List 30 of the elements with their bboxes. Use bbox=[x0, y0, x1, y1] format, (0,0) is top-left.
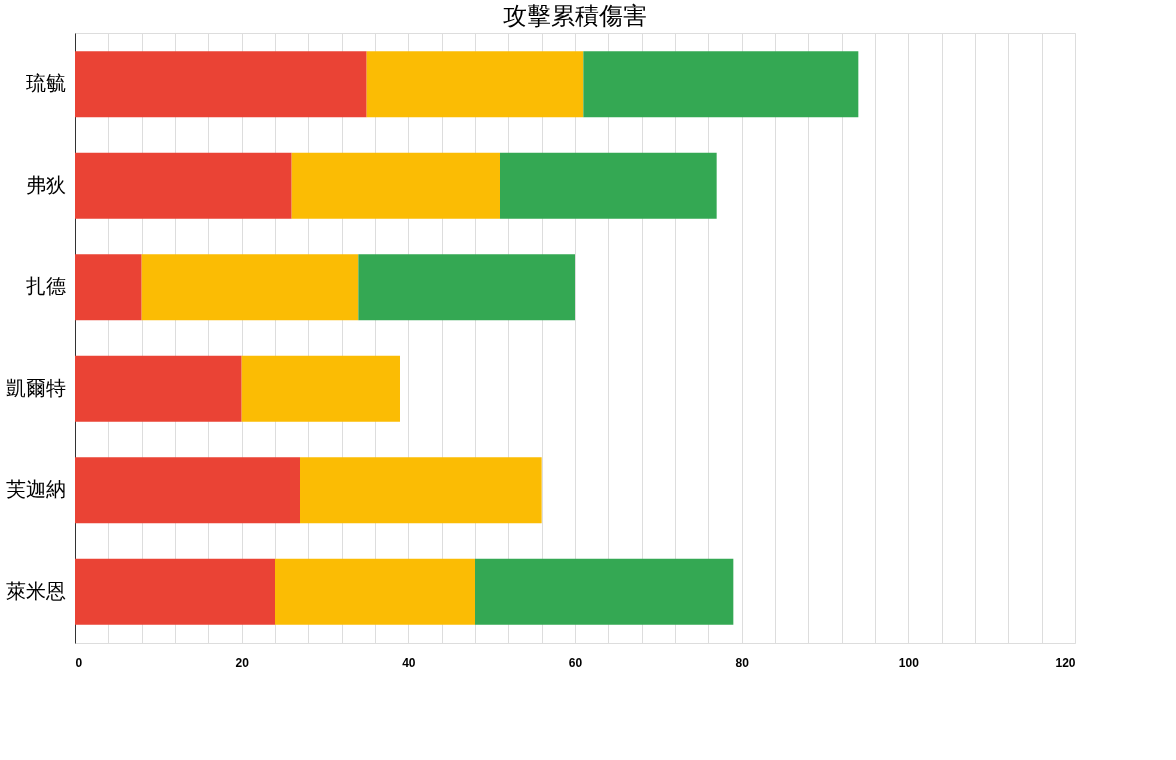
y-tick-label: 凱爾特 bbox=[5, 375, 66, 400]
bar bbox=[300, 457, 542, 524]
y-tick-label: 弗狄 bbox=[25, 172, 66, 197]
bar bbox=[75, 558, 275, 625]
bar bbox=[75, 254, 142, 321]
y-tick-label: 萊米恩 bbox=[5, 578, 66, 603]
y-tick-label: 琉毓 bbox=[25, 71, 66, 96]
bar bbox=[75, 457, 300, 524]
bar bbox=[75, 152, 292, 219]
bar bbox=[75, 51, 367, 118]
x-tick-label: 40 bbox=[402, 655, 416, 670]
y-tick-label: 芙迦納 bbox=[5, 477, 66, 502]
x-tick-label: 80 bbox=[735, 655, 750, 670]
bar bbox=[241, 355, 400, 422]
x-tick-label: 100 bbox=[898, 655, 920, 670]
bar bbox=[583, 51, 859, 118]
bar bbox=[475, 558, 734, 625]
chart-title: 攻擊累積傷害 bbox=[503, 2, 647, 30]
bar bbox=[366, 51, 584, 118]
bar bbox=[358, 254, 575, 321]
bar bbox=[141, 254, 359, 321]
bar bbox=[275, 558, 475, 625]
x-tick-label: 60 bbox=[568, 655, 583, 670]
x-tick-label: 120 bbox=[1055, 655, 1076, 670]
x-tick-label: 20 bbox=[235, 655, 250, 670]
y-tick-label: 扎德 bbox=[25, 274, 66, 299]
bar bbox=[500, 152, 717, 219]
bar bbox=[291, 152, 500, 219]
bar bbox=[75, 355, 242, 422]
x-tick-label: 0 bbox=[75, 655, 83, 670]
